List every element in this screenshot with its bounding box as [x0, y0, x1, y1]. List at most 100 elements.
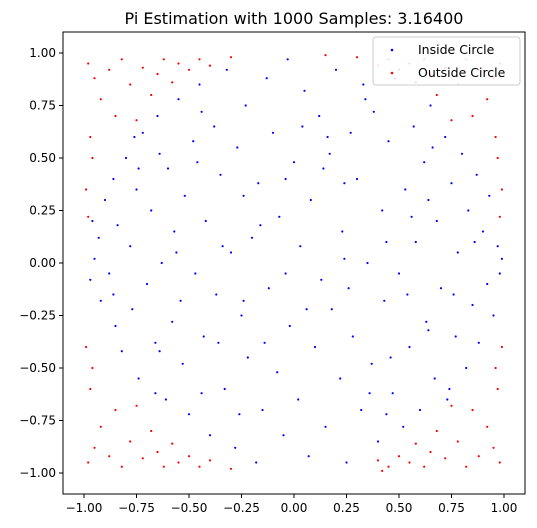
inside-point-4	[108, 272, 111, 275]
inside-point-101	[446, 398, 449, 401]
outside-point-62	[498, 461, 501, 464]
outside-point-42	[89, 387, 92, 391]
outside-point-7	[135, 119, 138, 122]
inside-point-153	[301, 125, 304, 128]
inside-point-118	[89, 278, 92, 281]
y-tick-label: 0.75	[29, 99, 56, 113]
inside-point-47	[257, 182, 260, 185]
outside-point-85	[229, 467, 233, 470]
inside-point-89	[404, 188, 407, 191]
inside-point-68	[330, 308, 333, 311]
inside-point-149	[406, 293, 409, 296]
x-tick-label: 0.25	[333, 501, 360, 515]
inside-point-125	[368, 392, 371, 395]
outside-point-79	[496, 387, 499, 391]
inside-point-74	[351, 335, 354, 338]
outside-point-69	[450, 404, 453, 407]
outside-point-67	[465, 465, 468, 468]
inside-point-46	[255, 461, 258, 464]
outside-point-68	[456, 440, 459, 443]
outside-point-19	[85, 188, 88, 191]
x-tick-label: −0.25	[223, 501, 260, 515]
inside-point-25	[181, 362, 184, 365]
inside-point-66	[324, 425, 327, 428]
inside-point-90	[408, 345, 411, 349]
inside-point-75	[355, 177, 359, 181]
outside-point-84	[355, 56, 359, 59]
outside-point-22	[500, 188, 503, 191]
y-tick-label: −0.50	[19, 361, 56, 375]
inside-point-145	[322, 167, 325, 170]
points-layer	[85, 54, 503, 472]
inside-point-88	[402, 425, 405, 428]
inside-point-33	[208, 434, 212, 437]
inside-point-78	[366, 261, 369, 265]
inside-point-44	[246, 356, 249, 359]
inside-point-121	[200, 392, 203, 395]
inside-point-29	[194, 272, 197, 275]
inside-point-56	[288, 324, 291, 328]
y-tick-label: 1.00	[29, 46, 56, 60]
inside-point-93	[418, 408, 422, 412]
inside-point-50	[267, 287, 270, 290]
inside-point-105	[460, 152, 464, 155]
inside-point-113	[488, 194, 491, 197]
inside-point-119	[91, 219, 94, 223]
inside-point-97	[433, 377, 436, 380]
inside-point-109	[475, 173, 478, 176]
inside-point-96	[429, 104, 432, 107]
outside-point-40	[198, 465, 201, 468]
inside-point-49	[265, 77, 268, 80]
outside-point-73	[423, 465, 426, 468]
inside-point-115	[496, 245, 499, 248]
inside-point-152	[284, 272, 287, 275]
outside-point-63	[492, 446, 495, 449]
inside-point-39	[229, 251, 233, 254]
inside-point-73	[349, 131, 352, 134]
inside-point-14	[141, 131, 144, 134]
inside-point-99	[439, 287, 443, 290]
outside-point-11	[162, 58, 165, 61]
inside-point-91	[412, 125, 415, 128]
inside-point-9	[124, 156, 128, 160]
legend-label-inside: Inside Circle	[418, 42, 495, 57]
inside-point-85	[391, 392, 394, 395]
outside-point-32	[135, 404, 138, 407]
inside-point-106	[465, 366, 468, 370]
inside-point-31	[202, 335, 205, 338]
inside-point-35	[215, 293, 218, 296]
inside-point-77	[362, 83, 365, 86]
inside-point-21	[166, 167, 170, 170]
outside-point-24	[494, 135, 497, 139]
inside-point-42	[240, 314, 243, 317]
inside-point-12	[135, 188, 138, 191]
inside-point-10	[129, 245, 132, 248]
inside-point-79	[370, 362, 373, 365]
outside-point-37	[171, 442, 174, 445]
inside-point-70	[339, 377, 342, 380]
outside-point-30	[120, 465, 123, 468]
inside-point-3	[103, 198, 107, 202]
inside-point-55	[286, 58, 289, 61]
x-tick-label: 1.00	[491, 501, 518, 515]
x-tick-label: −0.50	[171, 501, 208, 515]
inside-point-123	[284, 177, 287, 181]
outside-point-39	[187, 455, 191, 458]
inside-point-80	[372, 110, 375, 113]
inside-point-58	[297, 398, 300, 401]
outside-point-80	[494, 366, 497, 370]
inside-point-27	[187, 413, 191, 416]
inside-point-87	[397, 272, 401, 275]
x-tick-label: 0.50	[386, 501, 413, 515]
inside-point-0	[93, 257, 96, 260]
inside-point-37	[223, 387, 226, 391]
legend-box	[372, 36, 521, 86]
inside-point-45	[250, 236, 254, 239]
inside-point-17	[154, 341, 157, 344]
outside-point-33	[141, 457, 144, 460]
inside-point-65	[320, 278, 323, 281]
outside-point-72	[429, 450, 432, 454]
inside-point-130	[217, 341, 220, 344]
inside-point-114	[492, 314, 495, 317]
outside-point-25	[87, 461, 90, 464]
